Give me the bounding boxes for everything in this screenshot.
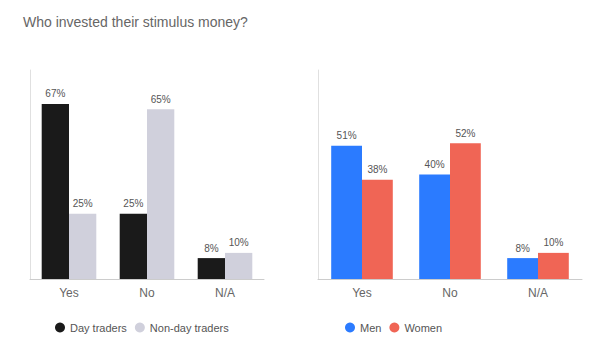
svg-text:Men: Men <box>360 322 381 334</box>
svg-text:25%: 25% <box>123 198 143 209</box>
svg-text:N/A: N/A <box>528 286 548 300</box>
svg-text:Yes: Yes <box>59 286 79 300</box>
svg-text:Non-day traders: Non-day traders <box>150 322 229 334</box>
svg-text:Who invested their stimulus mo: Who invested their stimulus money? <box>23 14 248 30</box>
svg-text:Day traders: Day traders <box>70 322 127 334</box>
svg-text:N/A: N/A <box>215 286 235 300</box>
svg-text:Women: Women <box>404 322 442 334</box>
svg-text:51%: 51% <box>337 130 357 141</box>
svg-text:65%: 65% <box>151 94 171 105</box>
svg-text:67%: 67% <box>45 88 65 99</box>
svg-text:25%: 25% <box>73 198 93 209</box>
svg-text:No: No <box>442 286 458 300</box>
svg-text:38%: 38% <box>367 164 387 175</box>
svg-text:8%: 8% <box>515 243 530 254</box>
svg-text:52%: 52% <box>455 128 475 139</box>
svg-text:Yes: Yes <box>352 286 372 300</box>
svg-text:10%: 10% <box>229 237 249 248</box>
svg-text:8%: 8% <box>204 243 219 254</box>
svg-text:40%: 40% <box>425 159 445 170</box>
svg-text:No: No <box>139 286 155 300</box>
svg-text:10%: 10% <box>543 237 563 248</box>
